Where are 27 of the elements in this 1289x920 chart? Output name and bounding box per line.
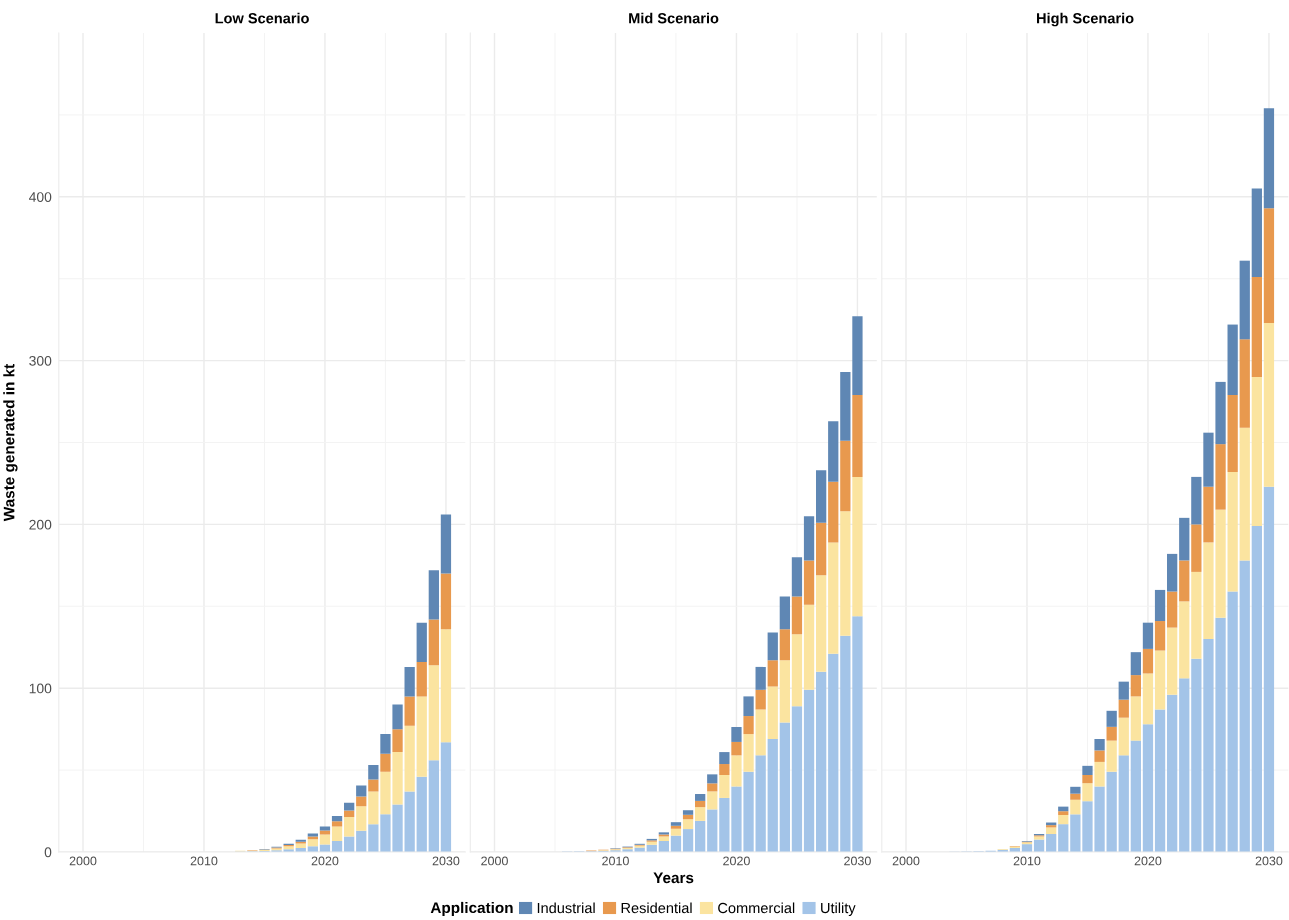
y-tick-label: 0 [44,847,52,858]
legend-label: Residential [621,902,692,914]
legend-title: Application [430,901,513,917]
x-tick-label: 2030 [844,856,871,866]
x-tick-label: 2020 [311,856,339,866]
y-tick-label: 200 [29,519,52,530]
x-tick-label: 2010 [1013,856,1041,866]
x-axis-title: Years [653,872,694,884]
chart-title: High Scenario [1037,12,1134,27]
x-tick-label: 2030 [432,856,460,866]
legend-label: Commercial [718,902,795,914]
legend-label: Industrial [537,902,595,914]
x-tick-label: 2000 [481,856,508,866]
x-tick-label: 2010 [190,856,218,866]
legend-label: Utility [821,902,856,917]
x-tick-label: 2000 [69,856,97,866]
y-tick-label: 400 [29,192,52,202]
x-tick-label: 2000 [892,856,920,866]
x-tick-label: 2020 [1134,856,1162,866]
y-tick-label: 100 [29,683,52,694]
x-tick-label: 2020 [723,856,750,866]
x-tick-label: 2030 [1255,856,1283,866]
y-tick-label: 300 [29,355,52,366]
chart-title: Mid Scenario [629,12,719,24]
x-tick-label: 2010 [602,856,629,866]
y-axis-title: Waste generated in kt [3,364,18,522]
chart-title: Low Scenario [215,12,309,24]
